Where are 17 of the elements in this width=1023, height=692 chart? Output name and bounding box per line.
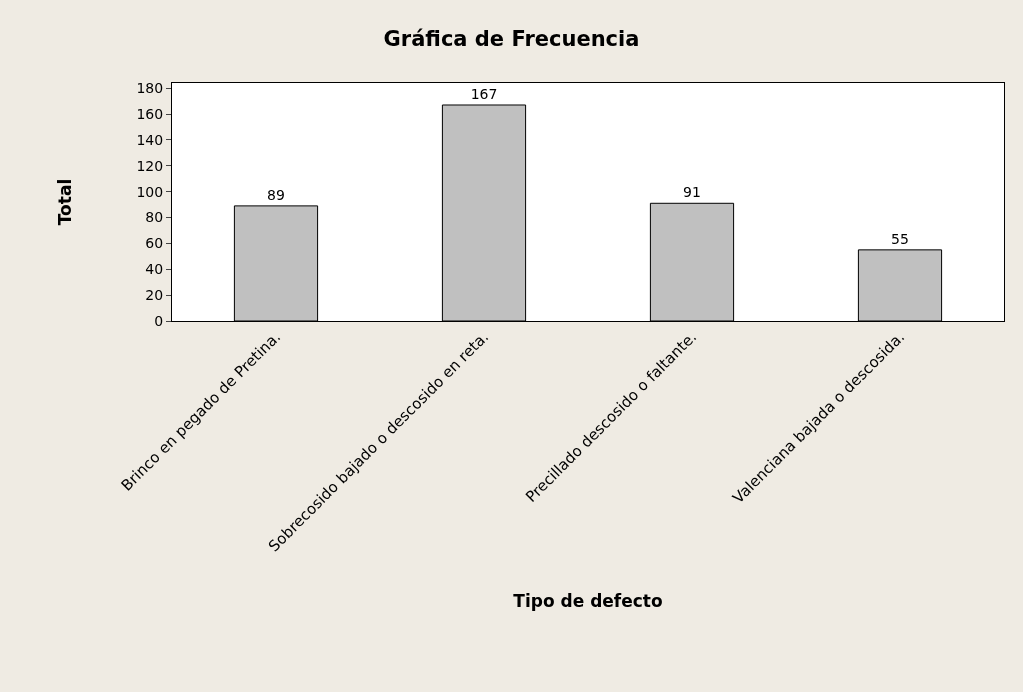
- x-axis-title: Tipo de defecto: [513, 590, 663, 611]
- y-tick-label: 80: [145, 209, 164, 226]
- y-axis-title: Total: [55, 178, 76, 226]
- data-label: 91: [683, 184, 701, 201]
- data-label: 89: [267, 186, 285, 203]
- y-tick-label: 140: [136, 131, 164, 148]
- y-tick-label: 20: [145, 287, 164, 304]
- y-tick-label: 60: [145, 235, 164, 252]
- data-label: 167: [470, 85, 498, 102]
- y-tick-label: 40: [145, 261, 164, 278]
- y-tick-label: 0: [154, 312, 164, 329]
- y-tick-label: 160: [136, 105, 164, 122]
- y-tick-label: 180: [136, 80, 164, 97]
- data-label: 55: [891, 230, 909, 247]
- y-tick-label: 120: [136, 157, 164, 174]
- y-tick-label: 100: [136, 183, 164, 200]
- chart-title: Gráfica de Frecuencia: [383, 26, 640, 51]
